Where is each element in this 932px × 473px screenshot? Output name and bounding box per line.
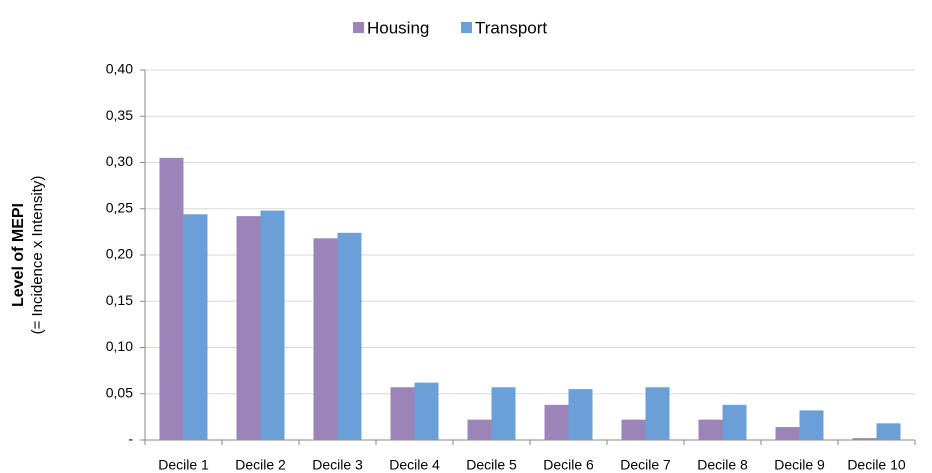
y-tick-label: 0,35 (106, 107, 133, 123)
bar (337, 232, 362, 440)
x-tick-label: Decile 9 (774, 457, 825, 473)
legend-label: Transport (475, 18, 547, 37)
x-tick-label: Decile 3 (312, 457, 363, 473)
x-tick-label: Decile 2 (235, 457, 286, 473)
bar (544, 404, 569, 440)
bar (852, 438, 877, 440)
y-axis-title: Level of MEPI (= Incidence x Intensity) (10, 176, 46, 335)
bar (260, 210, 285, 440)
bar (159, 157, 184, 440)
bar (183, 214, 208, 440)
y-tick-label: 0,10 (106, 338, 133, 354)
bar (621, 419, 646, 440)
x-tick-label: Decile 4 (389, 457, 440, 473)
bar (876, 423, 901, 440)
bar (313, 238, 338, 440)
x-tick-label: Decile 6 (543, 457, 594, 473)
x-tick-label: Decile 8 (697, 457, 748, 473)
x-tick-label: Decile 10 (847, 457, 906, 473)
y-label: Level of MEPI (10, 203, 27, 307)
y-tick-label: 0,05 (106, 384, 133, 400)
bar (390, 387, 415, 440)
bar (775, 427, 800, 440)
x-tick-label: Decile 5 (466, 457, 517, 473)
y-tick-label: 0,40 (106, 61, 133, 77)
y-tick-label: 0,30 (106, 153, 133, 169)
bar (236, 216, 261, 440)
y-tick-label: - (128, 431, 133, 447)
y-label-note: (= Incidence x Intensity) (29, 176, 46, 335)
bar (799, 410, 824, 440)
bar (568, 389, 593, 440)
x-tick-label: Decile 7 (620, 457, 671, 473)
legend-label: Housing (367, 18, 429, 37)
legend-swatch (461, 22, 472, 33)
bar (698, 419, 723, 440)
bar (467, 419, 492, 440)
y-tick-label: 0,25 (106, 199, 133, 215)
bar (645, 387, 670, 440)
bar (414, 382, 439, 440)
bar (722, 404, 747, 440)
legend-swatch (353, 22, 364, 33)
x-tick-label: Decile 1 (158, 457, 209, 473)
y-tick-label: 0,20 (106, 246, 133, 262)
bar (491, 387, 516, 440)
y-tick-label: 0,15 (106, 292, 133, 308)
